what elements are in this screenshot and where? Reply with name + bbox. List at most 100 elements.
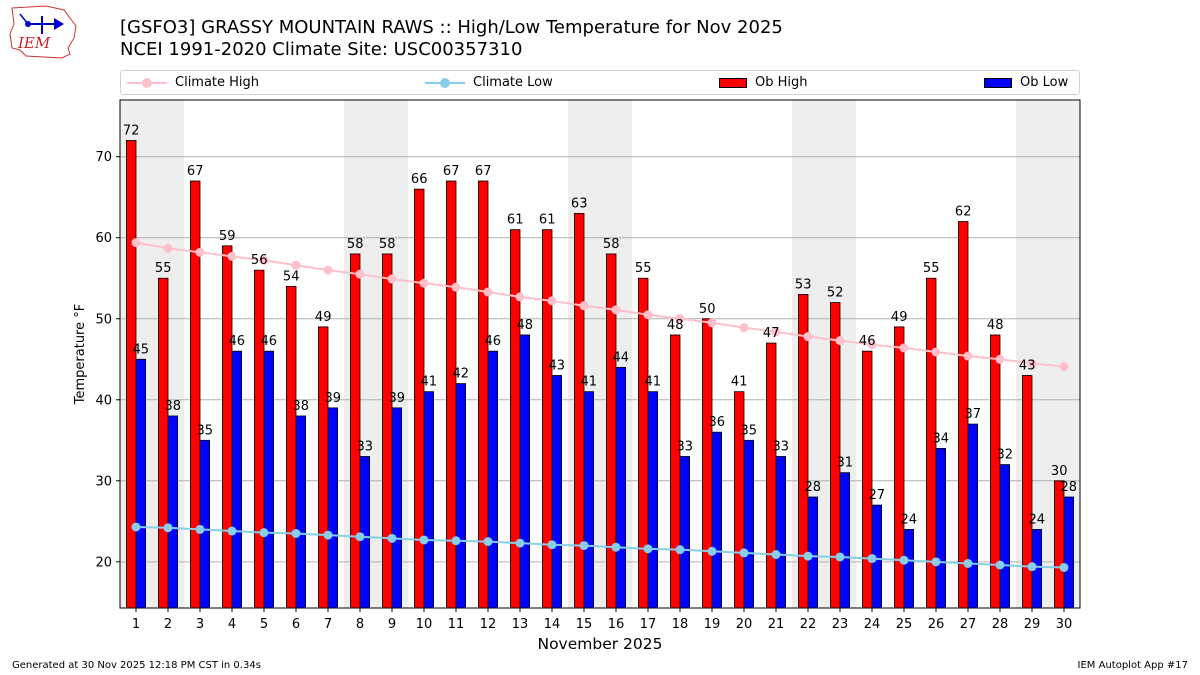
- point-climate-low-day-15: [579, 541, 589, 551]
- legend-climate-high-marker: [127, 77, 167, 89]
- x-tick-label-6: 6: [292, 617, 300, 632]
- data-label-ob-high-day-5: 56: [251, 253, 268, 268]
- bar-ob-low-day-11: [455, 383, 467, 609]
- data-label-ob-low-day-12: 46: [485, 334, 502, 349]
- x-tick-label-21: 21: [768, 617, 785, 632]
- data-label-ob-high-day-16: 58: [603, 237, 620, 252]
- data-label-ob-low-day-11: 42: [453, 367, 470, 382]
- data-label-ob-high-day-7: 49: [315, 310, 332, 325]
- point-climate-low-day-25: [899, 555, 909, 565]
- x-tick-label-2: 2: [164, 617, 172, 632]
- bar-ob-high-day-29: [1022, 375, 1033, 609]
- legend-ob-high: Ob High: [719, 71, 808, 94]
- data-label-ob-low-day-22: 28: [805, 480, 822, 495]
- data-label-ob-high-day-21: 47: [763, 326, 780, 341]
- point-climate-high-day-11: [451, 282, 461, 292]
- bar-ob-high-day-4: [221, 245, 233, 609]
- bar-ob-low-day-5: [263, 350, 275, 609]
- point-climate-low-day-2: [163, 523, 173, 533]
- x-tick-label-5: 5: [260, 617, 268, 632]
- legend-climate-low-label: Climate Low: [473, 75, 553, 90]
- data-label-ob-low-day-6: 38: [293, 399, 310, 414]
- point-climate-high-day-30: [1059, 362, 1069, 372]
- point-climate-low-day-9: [387, 533, 397, 543]
- legend-ob-high-swatch: [719, 77, 747, 88]
- point-climate-high-day-17: [643, 310, 653, 320]
- legend-climate-high: Climate High: [127, 71, 259, 94]
- point-climate-low-day-3: [195, 524, 205, 534]
- point-climate-high-day-25: [899, 343, 909, 353]
- data-label-ob-low-day-19: 36: [709, 415, 726, 430]
- legend-climate-high-label: Climate High: [175, 75, 260, 90]
- bar-ob-high-day-24: [862, 350, 873, 609]
- data-label-ob-high-day-9: 58: [379, 237, 396, 252]
- data-label-ob-high-day-30: 30: [1051, 464, 1068, 479]
- x-tick-label-1: 1: [132, 617, 140, 632]
- data-label-ob-high-day-27: 62: [955, 205, 972, 220]
- point-climate-high-day-28: [995, 354, 1005, 364]
- data-label-ob-low-day-8: 33: [357, 439, 374, 454]
- bar-ob-high-day-18: [670, 334, 681, 609]
- point-climate-low-day-29: [1027, 562, 1037, 572]
- legend-ob-low-label: Ob Low: [1020, 75, 1069, 90]
- data-label-ob-high-day-13: 61: [507, 213, 524, 228]
- point-climate-low-day-14: [547, 540, 557, 550]
- data-label-ob-high-day-4: 59: [219, 229, 236, 244]
- bar-ob-high-day-1: [126, 140, 137, 609]
- bar-ob-high-day-6: [285, 285, 297, 609]
- data-label-ob-low-day-18: 33: [677, 439, 694, 454]
- point-climate-low-day-27: [963, 558, 973, 568]
- point-climate-low-day-30: [1059, 562, 1069, 572]
- point-climate-low-day-10: [419, 535, 429, 545]
- x-tick-label-7: 7: [324, 617, 332, 632]
- bar-ob-low-day-12: [487, 350, 499, 609]
- point-climate-low-day-13: [515, 538, 525, 548]
- point-climate-low-day-23: [835, 552, 845, 562]
- legend-ob-low: Ob Low: [984, 71, 1068, 94]
- data-label-ob-low-day-3: 35: [197, 423, 214, 438]
- data-label-ob-high-day-17: 55: [635, 261, 652, 276]
- bar-ob-low-day-6: [295, 415, 307, 609]
- bar-ob-low-day-27: [967, 423, 979, 609]
- data-label-ob-high-day-28: 48: [987, 318, 1004, 333]
- point-climate-low-day-5: [259, 528, 269, 538]
- x-tick-label-30: 30: [1056, 617, 1073, 632]
- data-label-ob-low-day-14: 43: [549, 358, 566, 373]
- point-climate-low-day-1: [131, 522, 141, 532]
- bar-ob-low-day-13: [519, 334, 531, 609]
- point-climate-high-day-26: [931, 347, 941, 357]
- bar-ob-high-day-25: [894, 326, 905, 609]
- bar-ob-low-day-16: [615, 366, 627, 609]
- point-climate-high-day-10: [419, 278, 429, 288]
- data-label-ob-low-day-15: 41: [581, 375, 598, 390]
- bar-ob-low-day-19: [711, 431, 723, 609]
- bar-ob-high-day-7: [317, 326, 329, 609]
- point-climate-low-day-26: [931, 557, 941, 567]
- bar-ob-high-day-14: [542, 229, 553, 609]
- x-tick-label-18: 18: [672, 617, 689, 632]
- point-climate-high-day-19: [707, 318, 717, 328]
- line-climate-low: [135, 525, 1065, 569]
- x-tick-label-4: 4: [228, 617, 236, 632]
- chart-title: [GSFO3] GRASSY MOUNTAIN RAWS :: High/Low…: [120, 17, 783, 38]
- bar-ob-low-day-23: [839, 472, 851, 609]
- bar-ob-high-day-22: [798, 294, 809, 609]
- bar-ob-low-day-14: [551, 375, 563, 609]
- data-label-ob-high-day-22: 53: [795, 277, 812, 292]
- point-climate-high-day-14: [547, 296, 557, 306]
- point-climate-high-day-27: [963, 351, 973, 361]
- data-label-ob-high-day-25: 49: [891, 310, 908, 325]
- point-climate-low-day-22: [803, 551, 813, 561]
- x-tick-label-8: 8: [356, 617, 364, 632]
- point-climate-high-day-7: [323, 265, 333, 275]
- data-label-ob-high-day-19: 50: [699, 302, 716, 317]
- point-climate-high-day-24: [867, 340, 877, 350]
- data-label-ob-low-day-10: 41: [421, 375, 438, 390]
- data-label-ob-high-day-24: 46: [859, 334, 876, 349]
- point-climate-high-day-22: [803, 332, 813, 342]
- point-climate-high-day-3: [195, 247, 205, 257]
- point-climate-high-day-13: [515, 292, 525, 302]
- point-climate-low-day-7: [323, 530, 333, 540]
- x-tick-label-9: 9: [388, 617, 396, 632]
- data-label-ob-low-day-7: 39: [325, 391, 342, 406]
